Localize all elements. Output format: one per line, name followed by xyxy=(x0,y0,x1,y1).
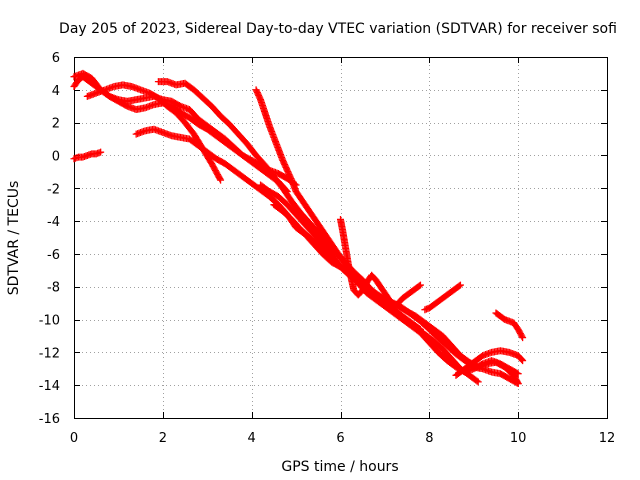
data-points xyxy=(70,69,527,388)
x-tick-label: 0 xyxy=(70,431,78,446)
data-point xyxy=(513,379,521,387)
data-point xyxy=(456,281,464,289)
y-tick-label: -14 xyxy=(39,379,60,394)
x-axis-label: GPS time / hours xyxy=(281,459,398,475)
series-arc-11 xyxy=(421,281,464,314)
data-point xyxy=(455,282,463,290)
data-point xyxy=(416,281,424,289)
y-tick-label: -2 xyxy=(47,182,60,197)
series-arc-1 xyxy=(70,148,105,163)
data-point xyxy=(97,148,105,156)
y-tick-label: -8 xyxy=(47,281,60,296)
data-point xyxy=(518,332,526,340)
data-point xyxy=(519,334,527,342)
grid xyxy=(74,57,607,418)
y-tick-label: 6 xyxy=(52,51,60,66)
data-point xyxy=(514,380,522,388)
y-axis-label: SDTVAR / TECUs xyxy=(6,181,22,296)
series-arc-7 xyxy=(252,86,522,378)
y-tick-label: -16 xyxy=(39,412,60,427)
x-tick-label: 6 xyxy=(336,431,344,446)
x-tick-label: 12 xyxy=(599,431,616,446)
data-point xyxy=(216,175,224,183)
x-tick-label: 8 xyxy=(425,431,433,446)
series-arc-10 xyxy=(337,215,424,310)
data-point xyxy=(415,282,423,290)
data-point xyxy=(474,378,482,386)
axis-ticks: 0 2 4 6 8 10 12 6 4 2 0 -2 -4 -6 -8 -10 -12 -14 -16 xyxy=(39,51,616,446)
y-tick-label: -10 xyxy=(39,314,60,329)
data-point xyxy=(473,377,481,385)
y-tick-label: -4 xyxy=(47,215,60,230)
y-tick-label: -12 xyxy=(39,346,60,361)
y-tick-label: 2 xyxy=(52,117,60,132)
data-point xyxy=(519,357,527,365)
y-tick-label: 0 xyxy=(52,149,60,164)
series-arc-12 xyxy=(492,309,527,342)
data-point xyxy=(518,356,526,364)
y-tick-label: 4 xyxy=(52,84,60,99)
x-tick-label: 2 xyxy=(159,431,167,446)
data-point xyxy=(217,176,225,184)
series-arc-13 xyxy=(452,347,527,379)
chart-title: Day 205 of 2023, Sidereal Day-to-day VTE… xyxy=(59,21,617,37)
y-tick-label: -6 xyxy=(47,248,60,263)
x-tick-label: 4 xyxy=(248,431,256,446)
x-tick-label: 10 xyxy=(510,431,527,446)
